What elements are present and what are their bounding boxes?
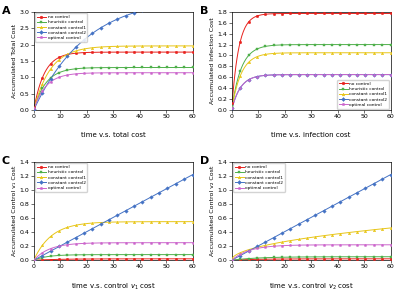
Text: D: D bbox=[200, 156, 209, 166]
X-axis label: time v.s. control $v_2$ cost: time v.s. control $v_2$ cost bbox=[268, 282, 354, 292]
Y-axis label: Accumulated Control v₂ Cost: Accumulated Control v₂ Cost bbox=[210, 166, 215, 256]
Legend: no control, heuristic control, constant control1, constant control2, optimal con: no control, heuristic control, constant … bbox=[337, 80, 389, 109]
Text: A: A bbox=[2, 6, 10, 16]
Y-axis label: Accumulated Infection Cost: Accumulated Infection Cost bbox=[210, 18, 215, 104]
Text: B: B bbox=[200, 6, 208, 16]
Text: C: C bbox=[2, 156, 10, 166]
X-axis label: time v.s. infection cost: time v.s. infection cost bbox=[272, 132, 351, 138]
X-axis label: time v.s. total cost: time v.s. total cost bbox=[81, 132, 146, 138]
X-axis label: time v.s. control $v_1$ cost: time v.s. control $v_1$ cost bbox=[70, 282, 156, 292]
Legend: no control, heuristic control, constant control1, constant control2, optimal con: no control, heuristic control, constant … bbox=[233, 163, 285, 192]
Y-axis label: Accumulated Total Cost: Accumulated Total Cost bbox=[12, 24, 17, 98]
Y-axis label: Accumulated Control v₁ Cost: Accumulated Control v₁ Cost bbox=[12, 166, 17, 256]
Legend: no control, heuristic control, constant control1, constant control2, optimal con: no control, heuristic control, constant … bbox=[35, 13, 87, 42]
Legend: no control, heuristic control, constant control1, constant control2, optimal con: no control, heuristic control, constant … bbox=[35, 163, 87, 192]
